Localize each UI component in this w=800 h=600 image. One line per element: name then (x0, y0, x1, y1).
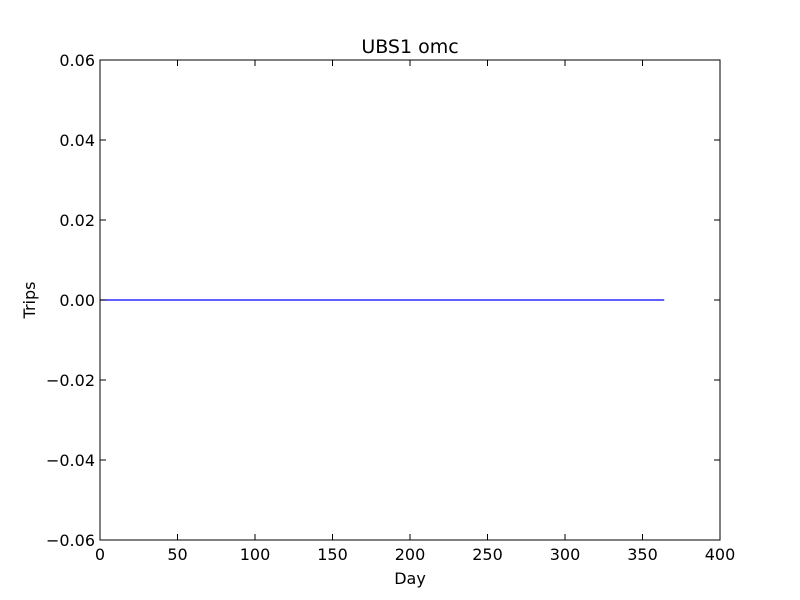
y-tick-label: 0.06 (59, 51, 95, 70)
x-tick-label: 150 (317, 545, 348, 564)
y-tick-label: 0.02 (59, 211, 95, 230)
y-tick-label: 0.00 (59, 291, 95, 310)
x-tick-label: 0 (95, 545, 105, 564)
y-axis: −0.06 −0.04 −0.02 0.00 0.02 0.04 0.06 (46, 51, 720, 550)
x-tick-label: 200 (395, 545, 426, 564)
x-axis-label: Day (394, 569, 426, 588)
x-axis: 0 50 100 150 200 250 300 350 400 (95, 60, 735, 564)
y-tick-label: 0.04 (59, 131, 95, 150)
y-tick-label: −0.04 (46, 451, 95, 470)
y-tick-label: −0.06 (46, 531, 95, 550)
x-tick-label: 250 (472, 545, 503, 564)
x-tick-label: 50 (167, 545, 187, 564)
x-tick-label: 100 (240, 545, 271, 564)
y-tick-label: −0.02 (46, 371, 95, 390)
x-tick-label: 300 (550, 545, 581, 564)
x-tick-label: 350 (627, 545, 658, 564)
x-tick-label: 400 (705, 545, 736, 564)
chart-title: UBS1 omc (361, 36, 458, 58)
y-axis-label: Trips (20, 282, 39, 320)
